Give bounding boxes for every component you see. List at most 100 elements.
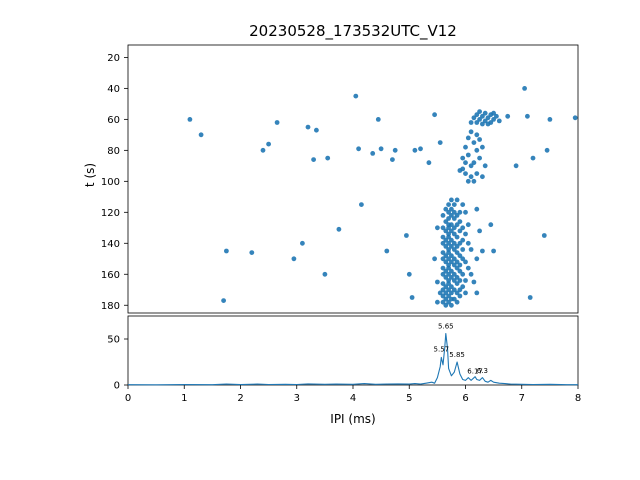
scatter-point xyxy=(443,228,449,234)
scatter-point xyxy=(471,279,477,285)
scatter-point xyxy=(460,225,466,231)
scatter-point xyxy=(463,171,468,177)
scatter-point xyxy=(474,206,480,212)
scatter-point xyxy=(468,271,474,277)
scatter-point xyxy=(305,124,311,130)
peak-annotation: 6.17 xyxy=(467,368,483,376)
scatter-point xyxy=(449,206,454,212)
scatter-point xyxy=(480,121,485,127)
scatter-point xyxy=(449,237,454,243)
scatter-point xyxy=(468,247,474,252)
scatter-point xyxy=(187,117,193,122)
scatter-point xyxy=(530,155,536,161)
scatter-point xyxy=(454,275,460,280)
scatter-point xyxy=(446,216,451,221)
scatter-point xyxy=(454,244,460,249)
scatter-point xyxy=(449,244,454,249)
scatter-point xyxy=(274,120,280,125)
scatter-point xyxy=(443,284,449,290)
scatter-point xyxy=(356,146,361,152)
scatter-point xyxy=(454,290,460,296)
scatter-point xyxy=(541,233,547,238)
scatter-point xyxy=(474,290,480,296)
scatter-point xyxy=(451,296,457,302)
scatter-point xyxy=(446,240,451,246)
scatter-point xyxy=(443,244,449,249)
scatter-point xyxy=(527,295,533,300)
scatter-point xyxy=(449,302,454,308)
x-tick-label: 1 xyxy=(181,393,187,404)
scatter-point xyxy=(457,228,463,234)
scatter-point xyxy=(477,137,482,142)
scatter-point xyxy=(460,271,466,277)
scatter-point xyxy=(224,248,229,254)
scatter-point xyxy=(454,250,460,256)
scatter-point xyxy=(468,174,474,180)
scatter-point xyxy=(378,146,384,152)
scatter-point xyxy=(485,115,491,121)
scatter-point xyxy=(468,120,474,125)
scatter-point xyxy=(440,250,446,256)
scatter-point xyxy=(446,225,451,231)
scatter-point xyxy=(463,231,468,237)
scatter-point xyxy=(451,231,457,237)
scatter-point xyxy=(451,278,457,283)
scatter-point xyxy=(449,222,454,228)
scatter-point xyxy=(477,109,482,114)
scatter-point xyxy=(249,250,255,256)
scatter-point xyxy=(440,256,446,262)
scatter-point xyxy=(474,171,480,177)
scatter-point xyxy=(460,202,466,208)
scatter-point xyxy=(221,298,227,303)
scatter-point xyxy=(384,248,390,254)
scatter-point xyxy=(443,206,449,212)
scatter-point xyxy=(353,93,359,99)
scatter-point xyxy=(457,240,463,246)
scatter-point xyxy=(451,240,457,246)
hist-axes-frame xyxy=(127,315,579,386)
scatter-point xyxy=(426,160,432,166)
scatter-point xyxy=(465,265,471,271)
scatter-point xyxy=(443,219,449,225)
scatter-point xyxy=(451,271,457,277)
scatter-point xyxy=(449,268,454,274)
scatter-point xyxy=(311,157,316,163)
scatter-point xyxy=(443,275,449,280)
scatter-point xyxy=(440,287,446,293)
scatter-point xyxy=(494,113,499,119)
scatter-point xyxy=(454,234,460,240)
scatter-point xyxy=(454,213,460,218)
scatter-point xyxy=(449,275,454,280)
scatter-point xyxy=(525,113,530,119)
scatter-point xyxy=(443,296,449,302)
scatter-point xyxy=(457,209,463,215)
scatter-point xyxy=(300,240,305,246)
scatter-point xyxy=(480,113,485,119)
y-tick-label: 40 xyxy=(107,84,120,95)
scatter-point xyxy=(446,234,451,240)
scatter-point xyxy=(463,144,468,150)
scatter-point xyxy=(266,141,271,147)
scatter-point xyxy=(322,271,328,277)
scatter-point xyxy=(432,256,437,262)
scatter-point xyxy=(485,121,491,127)
scatter-point xyxy=(198,132,204,138)
scatter-point xyxy=(440,213,446,218)
scatter-point xyxy=(477,228,482,234)
scatter-point xyxy=(435,279,440,285)
scatter-point xyxy=(491,117,496,122)
scatter-point xyxy=(440,293,446,299)
scatter-point xyxy=(449,259,454,265)
scatter-point xyxy=(460,247,466,252)
scatter-point xyxy=(443,302,449,308)
y-tick-label: 180 xyxy=(101,301,120,312)
scatter-point xyxy=(451,262,457,268)
scatter-point xyxy=(370,151,376,156)
scatter-point xyxy=(432,112,437,118)
x-tick-label: 8 xyxy=(575,393,581,404)
scatter-point xyxy=(451,256,457,262)
peak-annotation: 5.85 xyxy=(449,351,465,359)
scatter-point xyxy=(505,113,511,119)
scatter-point xyxy=(457,268,463,274)
